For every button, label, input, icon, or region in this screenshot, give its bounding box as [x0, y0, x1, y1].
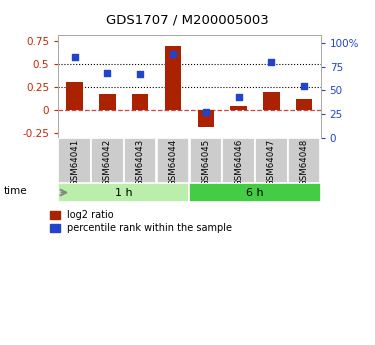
Point — [72, 55, 78, 60]
Bar — [230, 106, 247, 110]
Text: GDS1707 / M200005003: GDS1707 / M200005003 — [106, 14, 269, 27]
Bar — [99, 95, 116, 110]
Text: GSM64043: GSM64043 — [136, 139, 145, 186]
Bar — [157, 138, 189, 183]
Bar — [263, 92, 280, 110]
Bar — [198, 110, 214, 127]
Text: GSM64044: GSM64044 — [168, 139, 177, 186]
Text: GSM64046: GSM64046 — [234, 139, 243, 186]
Bar — [91, 138, 124, 183]
Point — [203, 109, 209, 115]
Text: GSM64042: GSM64042 — [103, 139, 112, 186]
Point — [104, 71, 110, 76]
Text: time: time — [4, 186, 27, 196]
Bar — [296, 99, 312, 110]
Bar — [124, 138, 156, 183]
Text: GSM64045: GSM64045 — [201, 139, 210, 186]
Point — [301, 83, 307, 88]
Text: 1 h: 1 h — [115, 188, 133, 198]
Bar — [189, 183, 321, 202]
Text: 6 h: 6 h — [246, 188, 264, 198]
Bar — [58, 183, 189, 202]
Point — [170, 52, 176, 57]
Bar — [222, 138, 255, 183]
Bar — [165, 46, 181, 110]
Bar — [132, 93, 148, 110]
Text: GSM64041: GSM64041 — [70, 139, 79, 186]
Bar — [58, 138, 91, 183]
Bar — [255, 138, 288, 183]
Bar — [288, 138, 321, 183]
Bar — [66, 82, 83, 110]
Point — [137, 71, 143, 77]
Point — [268, 59, 274, 65]
Point — [236, 94, 242, 100]
Text: GSM64047: GSM64047 — [267, 139, 276, 186]
Text: GSM64048: GSM64048 — [300, 139, 309, 186]
Legend: log2 ratio, percentile rank within the sample: log2 ratio, percentile rank within the s… — [50, 210, 232, 233]
Bar — [189, 138, 222, 183]
